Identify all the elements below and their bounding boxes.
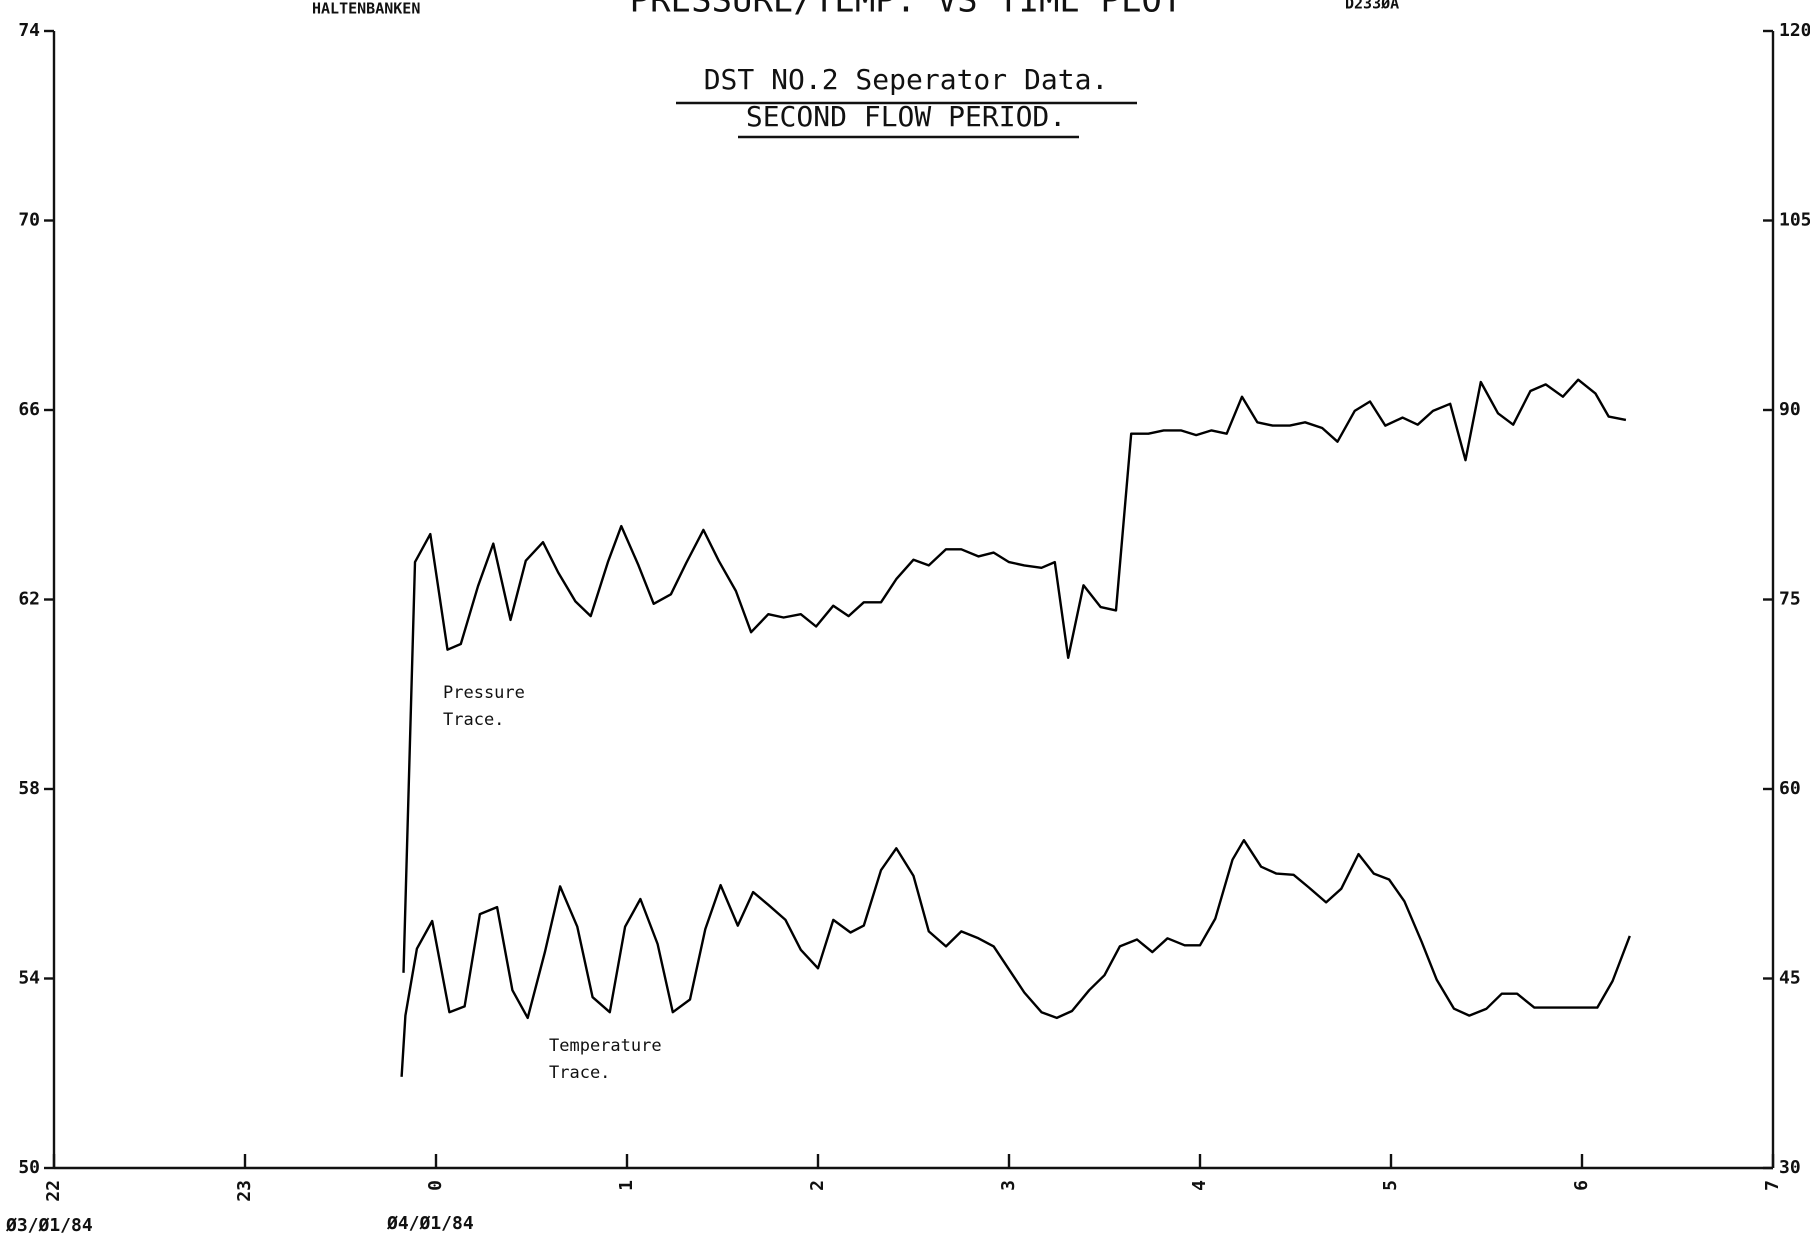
- y2-tick-label: 60: [1779, 778, 1801, 799]
- y2-tick-label: 30: [1779, 1157, 1801, 1178]
- x-tick-label: 1: [616, 1180, 637, 1191]
- x-tick-label: 7: [1762, 1180, 1783, 1191]
- x-tick-label: 22: [43, 1180, 64, 1202]
- x-tick-label: 6: [1571, 1180, 1592, 1191]
- annotation: Pressure: [443, 683, 525, 703]
- y-tick-label: 66: [18, 399, 40, 420]
- chart-title: PRESSURE/TEMP. VS TIME PLOT: [630, 0, 1183, 21]
- y2-tick-label: 75: [1779, 589, 1801, 610]
- annotation: Trace.: [549, 1063, 610, 1083]
- x-tick-label: 4: [1189, 1180, 1210, 1191]
- subtitle: DST NO.2 Seperator Data.: [704, 63, 1109, 96]
- subtitle: SECOND FLOW PERIOD.: [746, 100, 1066, 133]
- x-tick-label: 3: [998, 1180, 1019, 1191]
- x-tick-label: 2: [807, 1180, 828, 1191]
- x-tick-label: 5: [1380, 1180, 1401, 1191]
- y2-tick-label: 90: [1779, 399, 1801, 420]
- y-tick-label: 58: [18, 778, 40, 799]
- field-label: HALTENBANKEN: [312, 0, 420, 18]
- date-label: Ø4/Ø1/84: [386, 1213, 474, 1234]
- y-tick-label: 50: [18, 1157, 40, 1178]
- y-tick-label: 74: [18, 20, 40, 41]
- well-label: D233ØA: [1345, 0, 1399, 13]
- annotation: Trace.: [443, 710, 504, 730]
- y2-tick-label: 45: [1779, 968, 1801, 989]
- data-line: [402, 378, 1627, 973]
- y2-tick-label: 105: [1779, 210, 1810, 231]
- annotation: Temperature: [549, 1036, 662, 1056]
- y-tick-label: 70: [18, 210, 40, 231]
- y-tick-label: 54: [18, 968, 40, 989]
- y2-tick-label: 120: [1779, 20, 1810, 41]
- x-tick-label: 23: [234, 1180, 255, 1202]
- date-label: Ø3/Ø1/84: [5, 1215, 93, 1236]
- data-line: [400, 839, 1631, 1077]
- y-tick-label: 62: [18, 589, 40, 610]
- x-tick-label: 0: [425, 1180, 446, 1191]
